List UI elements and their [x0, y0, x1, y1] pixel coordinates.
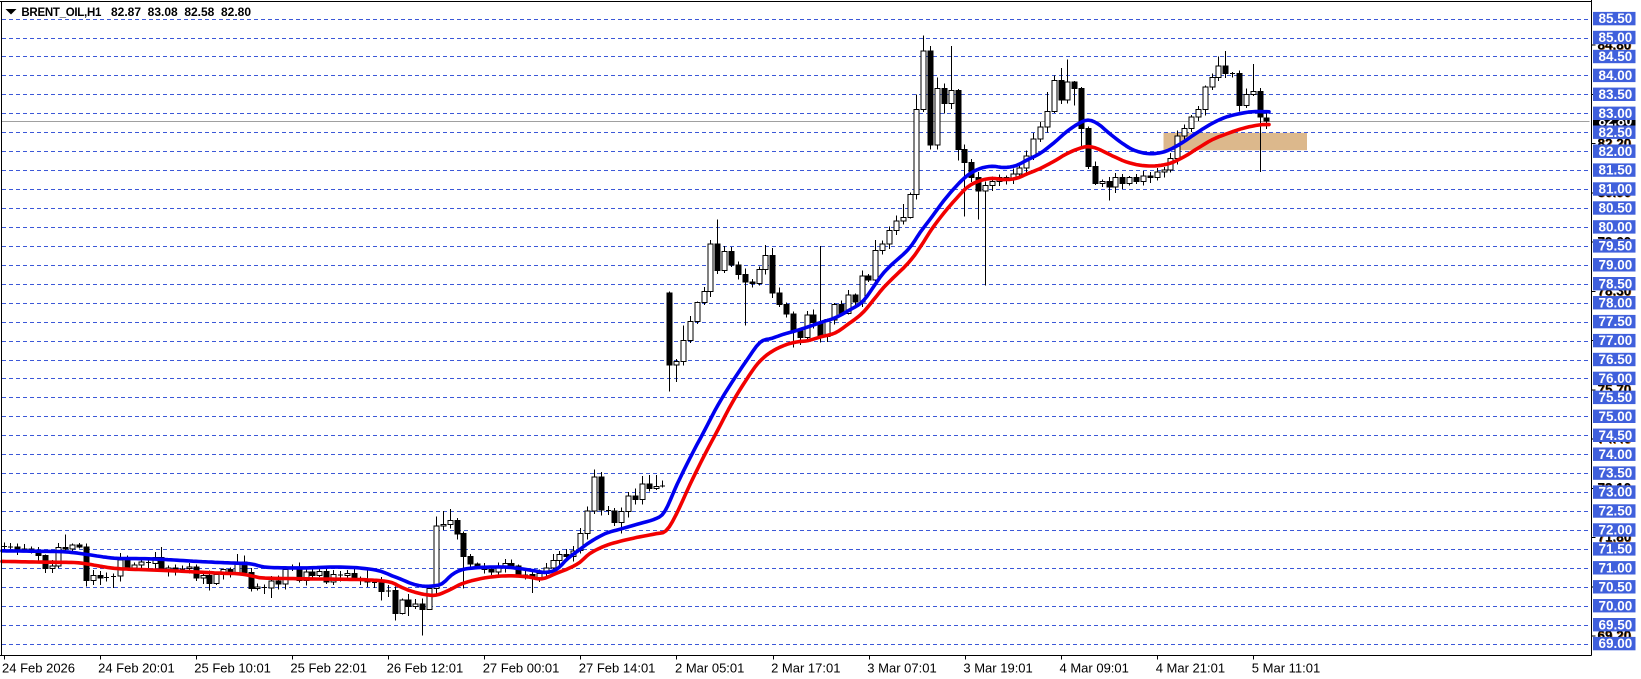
svg-text:84.00: 84.00: [1599, 68, 1633, 83]
svg-text:77.50: 77.50: [1599, 314, 1633, 329]
svg-text:82.87 83.08 82.58 82.80: 82.87 83.08 82.58 82.80: [111, 5, 251, 19]
svg-text:83.50: 83.50: [1599, 87, 1633, 102]
svg-text:77.00: 77.00: [1599, 333, 1633, 348]
svg-text:69.50: 69.50: [1599, 617, 1633, 632]
svg-text:75.00: 75.00: [1599, 409, 1633, 424]
svg-text:3 Mar 19:01: 3 Mar 19:01: [963, 661, 1032, 676]
svg-text:4 Mar 09:01: 4 Mar 09:01: [1060, 661, 1129, 676]
svg-text:2 Mar 17:01: 2 Mar 17:01: [771, 661, 840, 676]
svg-text:78.50: 78.50: [1599, 276, 1633, 291]
svg-text:84.50: 84.50: [1599, 49, 1633, 64]
svg-text:82.50: 82.50: [1599, 125, 1633, 140]
svg-text:74.50: 74.50: [1599, 428, 1633, 443]
svg-text:72.00: 72.00: [1599, 523, 1633, 538]
svg-text:81.00: 81.00: [1599, 182, 1633, 197]
svg-text:82.00: 82.00: [1599, 144, 1633, 159]
svg-text:80.50: 80.50: [1599, 201, 1633, 216]
svg-text:78.00: 78.00: [1599, 295, 1633, 310]
svg-text:71.00: 71.00: [1599, 560, 1633, 575]
svg-text:24 Feb 20:01: 24 Feb 20:01: [98, 661, 175, 676]
svg-text:85.50: 85.50: [1599, 11, 1633, 26]
svg-text:75.50: 75.50: [1599, 390, 1633, 405]
svg-text:71.50: 71.50: [1599, 542, 1633, 557]
svg-text:3 Mar 07:01: 3 Mar 07:01: [867, 661, 936, 676]
svg-text:73.50: 73.50: [1599, 466, 1633, 481]
svg-text:2 Mar 05:01: 2 Mar 05:01: [675, 661, 744, 676]
svg-text:69.00: 69.00: [1599, 636, 1633, 651]
svg-text:79.50: 79.50: [1599, 239, 1633, 254]
svg-text:85.00: 85.00: [1599, 30, 1633, 45]
svg-text:25 Feb 22:01: 25 Feb 22:01: [290, 661, 367, 676]
svg-text:70.50: 70.50: [1599, 579, 1633, 594]
svg-text:83.00: 83.00: [1599, 106, 1633, 121]
svg-text:76.00: 76.00: [1599, 371, 1633, 386]
svg-text:5 Mar 11:01: 5 Mar 11:01: [1252, 661, 1320, 676]
svg-text:24 Feb 2026: 24 Feb 2026: [2, 661, 75, 676]
svg-text:27 Feb 14:01: 27 Feb 14:01: [579, 661, 656, 676]
svg-text:70.00: 70.00: [1599, 598, 1633, 613]
svg-text:4 Mar 21:01: 4 Mar 21:01: [1156, 661, 1225, 676]
svg-text:72.50: 72.50: [1599, 504, 1633, 519]
svg-text:76.50: 76.50: [1599, 352, 1633, 367]
svg-text:26 Feb 12:01: 26 Feb 12:01: [387, 661, 464, 676]
svg-text:27 Feb 00:01: 27 Feb 00:01: [483, 661, 560, 676]
svg-text:74.00: 74.00: [1599, 447, 1633, 462]
svg-text:BRENT_OIL,H1: BRENT_OIL,H1: [21, 7, 102, 19]
svg-text:79.00: 79.00: [1599, 257, 1633, 272]
svg-text:73.00: 73.00: [1599, 485, 1633, 500]
svg-text:80.00: 80.00: [1599, 220, 1633, 235]
svg-text:25 Feb 10:01: 25 Feb 10:01: [194, 661, 271, 676]
svg-text:81.50: 81.50: [1599, 163, 1633, 178]
